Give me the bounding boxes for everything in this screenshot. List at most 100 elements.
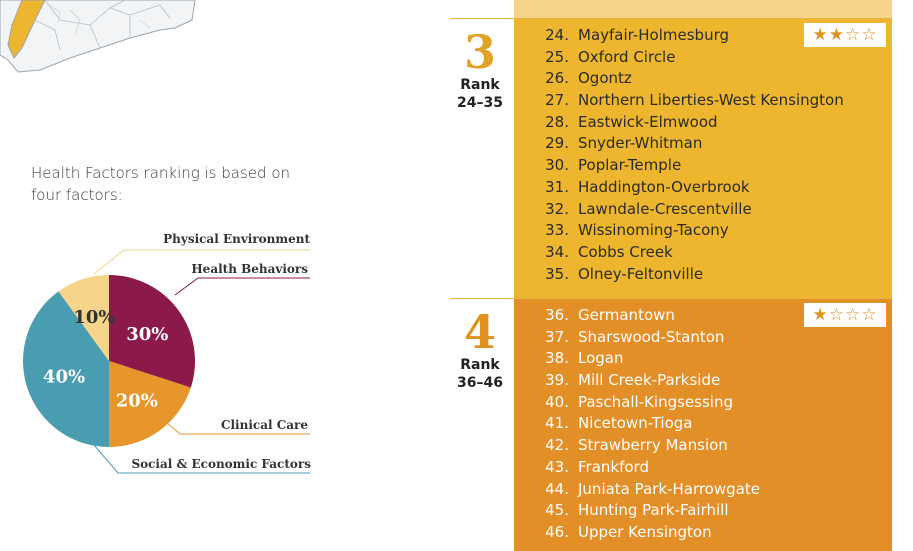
neighborhood-name: Strawberry Mansion	[578, 436, 728, 455]
rank-number: 29.	[545, 134, 569, 153]
pie-percent-label: 10%	[73, 307, 115, 328]
rank-number: 39.	[545, 371, 569, 390]
tier-3-divider	[450, 18, 892, 19]
rank-number: 38.	[545, 349, 569, 368]
rank-number: 43.	[545, 457, 569, 476]
neighborhood-name: Eastwick-Elmwood	[578, 112, 718, 131]
rank-number: 45.	[545, 501, 569, 520]
pie-category-label: Physical Environment	[163, 232, 310, 246]
tier-4-rank-label: Rank	[460, 357, 500, 373]
neighborhood-name: Wissinoming-Tacony	[578, 221, 729, 240]
neighborhood-name: Sharswood-Stanton	[578, 327, 725, 346]
neighborhood-name: Nicetown-Tioga	[578, 414, 693, 433]
neighborhood-list-item: 25. Oxford Circle	[514, 47, 844, 69]
rank-number: 40.	[545, 392, 569, 411]
tier-3-rank-range: 24–35	[457, 95, 503, 111]
rank-number: 27.	[545, 91, 569, 110]
neighborhood-list-item: 35. Olney-Feltonville	[514, 264, 844, 286]
pie-slice-social-economic-factors	[23, 291, 109, 447]
map-region-highlight	[7, 0, 46, 59]
tier-4-box: ★☆☆☆ 36. Germantown 37. Sharswood-Stanton 38…	[514, 299, 892, 551]
neighborhood-list-item: 37. Sharswood-Stanton	[514, 327, 760, 349]
neighborhood-list-item: 39. Mill Creek-Parkside	[514, 370, 760, 392]
neighborhood-name: Poplar-Temple	[578, 156, 682, 175]
neighborhood-list-item: 29. Snyder-Whitman	[514, 133, 844, 155]
pie-leader-line	[93, 444, 310, 474]
pie-leader-line	[166, 422, 310, 435]
neighborhood-list-item: 41. Nicetown-Tioga	[514, 413, 760, 435]
star-filled-icon: ★	[828, 25, 845, 44]
star-empty-icon: ☆	[845, 25, 862, 44]
neighborhood-list-item: 33. Wissinoming-Tacony	[514, 220, 844, 242]
neighborhood-name: Mill Creek-Parkside	[578, 371, 721, 390]
rank-number: 24.	[545, 26, 569, 44]
tier-4-header: 4 Rank 36–46	[450, 308, 510, 392]
neighborhood-name: Oxford Circle	[578, 47, 676, 66]
neighborhood-list-item: 45. Hunting Park-Fairhill	[514, 500, 760, 522]
neighborhood-name: Mayfair-Holmesburg	[578, 26, 730, 44]
pie-percent-label: 40%	[43, 367, 85, 388]
neighborhood-name: Northern Liberties-West Kensington	[578, 91, 844, 110]
pie-category-label: Social & Economic Factors	[131, 457, 311, 471]
neighborhood-list-item: 34. Cobbs Creek	[514, 242, 844, 264]
rank-number: 30.	[545, 156, 569, 175]
neighborhood-list-item: 32. Lawndale-Crescentville	[514, 199, 844, 221]
pie-slice-health-behaviors	[109, 275, 196, 388]
rank-number: 44.	[545, 479, 569, 498]
neighborhood-name: Upper Kensington	[578, 522, 712, 541]
neighborhood-list-item: 28. Eastwick-Elmwood	[514, 112, 844, 134]
rank-number: 36.	[545, 306, 569, 324]
rank-number: 41.	[545, 414, 569, 433]
star-empty-icon: ☆	[828, 305, 845, 324]
neighborhood-list-item: 26. Ogontz	[514, 68, 844, 90]
rank-number: 46.	[545, 522, 569, 541]
rank-number: 37.	[545, 327, 569, 346]
neighborhood-list-item: 27. Northern Liberties-West Kensington	[514, 90, 844, 112]
neighborhood-name: Paschall-Kingsessing	[578, 392, 733, 411]
tier-4-rank-range: 36–46	[457, 375, 503, 391]
neighborhood-name: Ogontz	[578, 69, 632, 88]
pie-category-label: Health Behaviors	[191, 262, 308, 276]
pie-category-label: Clinical Care	[221, 418, 308, 432]
neighborhood-name: Snyder-Whitman	[578, 134, 703, 153]
star-empty-icon: ☆	[845, 305, 862, 324]
tier-3-header: 3 Rank 24–35	[450, 28, 510, 112]
rank-number: 35.	[545, 264, 569, 283]
previous-tier-band	[514, 0, 892, 18]
neighborhood-name: Juniata Park-Harrowgate	[578, 479, 760, 498]
pie-leader-line	[174, 277, 310, 296]
neighborhood-name: Lawndale-Crescentville	[578, 199, 752, 218]
rank-number: 31.	[545, 177, 569, 196]
star-empty-icon: ☆	[861, 25, 878, 44]
star-filled-icon: ★	[812, 305, 829, 324]
intro-text: Health Factors ranking is based on four …	[31, 164, 290, 204]
star-empty-icon: ☆	[861, 305, 878, 324]
rank-number: 42.	[545, 436, 569, 455]
neighborhood-list-item: 40. Paschall-Kingsessing	[514, 392, 760, 414]
neighborhood-name: Germantown	[578, 306, 675, 324]
rank-number: 25.	[545, 47, 569, 66]
neighborhood-list-item: 24. Mayfair-Holmesburg	[514, 25, 844, 47]
neighborhood-name: Frankford	[578, 457, 649, 476]
neighborhood-list-item: 36. Germantown	[514, 305, 760, 327]
neighborhood-list-item: 42. Strawberry Mansion	[514, 435, 760, 457]
rank-number: 26.	[545, 69, 569, 88]
pie-percent-label: 30%	[126, 324, 168, 345]
pie-slice-physical-environment	[58, 275, 109, 361]
rank-number: 28.	[545, 112, 569, 131]
health-factors-pie-chart: 10% 30% 20% 40% Physical Environment Health B…	[23, 232, 311, 474]
pie-slice-clinical-care	[109, 361, 191, 447]
neighborhood-list-item: 44. Juniata Park-Harrowgate	[514, 479, 760, 501]
neighborhood-name: Olney-Feltonville	[578, 264, 704, 283]
neighborhood-list-item: 38. Logan	[514, 348, 760, 370]
tier-4-star-rating: ★☆☆☆	[804, 303, 886, 327]
neighborhood-map-fragment	[0, 0, 196, 73]
rank-number: 34.	[545, 242, 569, 261]
pie-leader-line	[93, 249, 310, 275]
neighborhood-list-item: 31. Haddington-Overbrook	[514, 177, 844, 199]
neighborhood-name: Haddington-Overbrook	[578, 177, 750, 196]
tier-4-list: 36. Germantown 37. Sharswood-Stanton 38. Loga…	[514, 305, 760, 544]
tier-4-divider	[450, 298, 892, 299]
tier-3-box: ★★☆☆ 24. Mayfair-Holmesburg 25. Oxford Circ…	[514, 19, 892, 298]
neighborhood-name: Cobbs Creek	[578, 242, 673, 261]
